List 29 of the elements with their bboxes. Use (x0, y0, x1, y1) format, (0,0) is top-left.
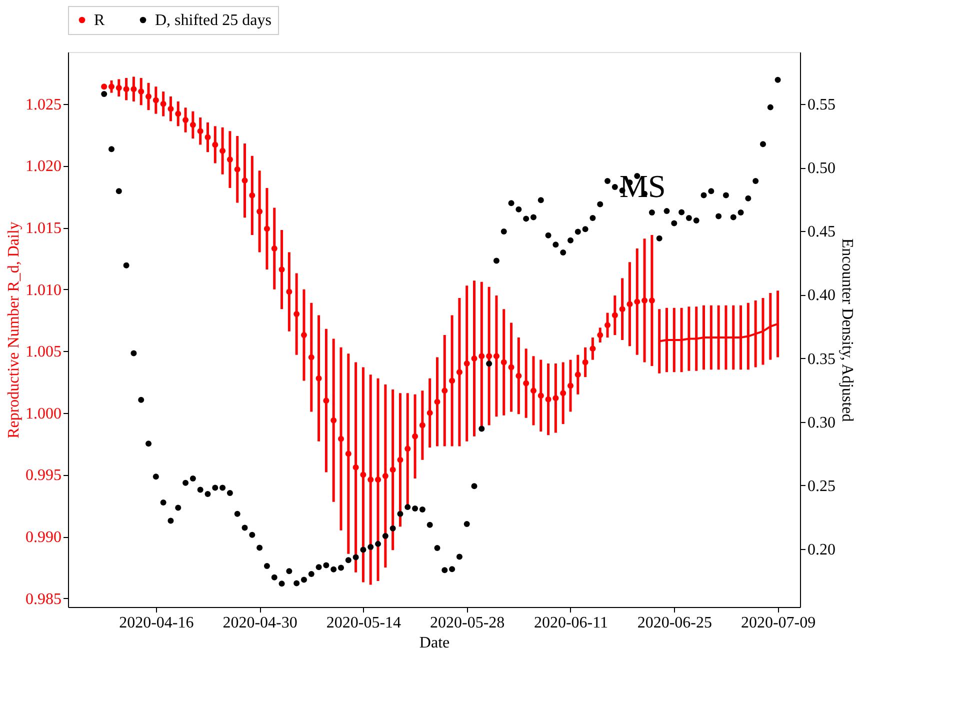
x-tick-label: 2020-06-25 (637, 614, 712, 632)
y2-tick-label: 0.55 (808, 96, 836, 114)
y2-tick-label: 0.45 (808, 224, 836, 241)
y2-tick-label: 0.35 (808, 350, 836, 368)
y2-tick-label: 0.20 (808, 542, 836, 559)
y-tick-label: 0.985 (26, 590, 62, 608)
legend-label: D, shifted 25 days (155, 12, 272, 29)
y-tick-label: 1.000 (26, 405, 62, 422)
y-axis-title: Reproductive Number R_d, Daily (6, 222, 22, 438)
y-tick-label: 1.010 (26, 282, 62, 299)
x-tick-label: 2020-04-16 (119, 614, 194, 632)
x-tick-label: 2020-05-28 (430, 614, 505, 632)
y2-axis-title: Encounter Density, Adjusted (838, 238, 856, 422)
y-tick-label: 1.025 (26, 96, 62, 114)
x-tick-label: 2020-04-30 (222, 614, 298, 632)
legend-label: R (94, 12, 105, 29)
x-tick-label: 2020-06-11 (534, 614, 608, 632)
y-tick-label: 1.015 (26, 220, 62, 238)
y2-tick-label: 0.50 (808, 160, 836, 178)
y-tick-label: 0.990 (26, 529, 62, 546)
y2-tick-label: 0.40 (808, 287, 836, 304)
y-tick-label: 1.005 (26, 344, 62, 361)
y-tick-label: 1.020 (26, 158, 62, 176)
y2-tick-label: 0.30 (808, 414, 836, 432)
y-tick-label: 0.995 (26, 467, 62, 484)
x-axis-title: Date (419, 634, 450, 652)
y2-tick-label: 0.25 (808, 478, 836, 495)
x-tick-label: 2020-07-09 (740, 614, 816, 632)
x-tick-label: 2020-05-14 (326, 614, 402, 632)
